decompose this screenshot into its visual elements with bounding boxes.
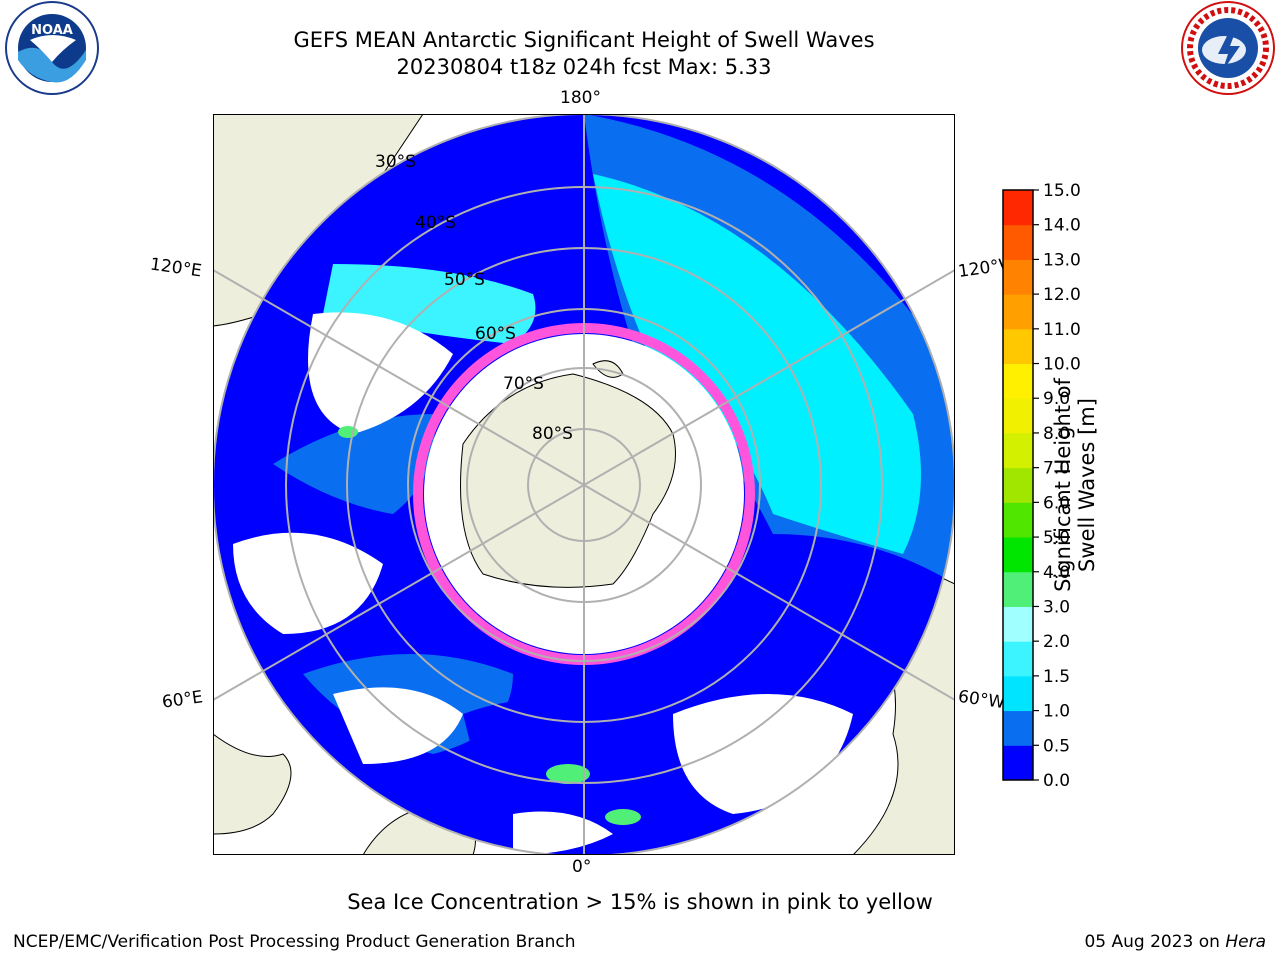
colorbar-tick-label: 7.0 [1043, 459, 1070, 479]
latitude-label-50s: 50°S [444, 270, 485, 290]
meridian-label-120e: 120°E [148, 254, 203, 282]
colorbar-swatch [1003, 190, 1033, 226]
colorbar-swatch [1003, 641, 1033, 677]
footer-credit: NCEP/EMC/Verification Post Processing Pr… [13, 932, 576, 952]
nws-logo [1181, 1, 1275, 95]
colorbar-tick-label: 12.0 [1043, 285, 1081, 305]
colorbar-tick-label: 10.0 [1043, 355, 1081, 375]
colorbar-tick-label: 2.0 [1043, 632, 1070, 652]
colorbar-tick-label: 1.0 [1043, 702, 1070, 722]
meridian-label-60e: 60°E [160, 687, 205, 713]
colorbar-swatch [1003, 363, 1033, 399]
colorbar-tick-label: 4.0 [1043, 563, 1070, 583]
colorbar-tick-label: 8.0 [1043, 424, 1070, 444]
colorbar-tick-label: 5.0 [1043, 528, 1070, 548]
colorbar: 0.0 0.5 1.0 1.5 2.0 3.0 4.0 5.0 6.0 7.0 8.0 9.0 10.0… [1002, 181, 1081, 790]
colorbar-title: Significant Height of Swell Waves [m] [1051, 378, 1099, 592]
latitude-label-30s: 30°S [375, 152, 416, 172]
colorbar-tick-label: 0.5 [1043, 736, 1070, 756]
land-africa [213, 733, 292, 835]
colorbar-swatch [1003, 398, 1033, 434]
colorbar-tick-label: 1.5 [1043, 667, 1070, 687]
meridian-gridlines [213, 114, 955, 855]
latitude-label-70s: 70°S [503, 374, 544, 394]
colorbar-tick-label: 0.0 [1043, 771, 1070, 790]
antarctic-map [213, 114, 955, 855]
colorbar-tick-label: 9.0 [1043, 389, 1070, 409]
colorbar-tick-label: 3.0 [1043, 597, 1070, 617]
latitude-label-40s: 40°S [415, 213, 456, 233]
latitude-label-80s: 80°S [532, 424, 573, 444]
colorbar-tick-label: 14.0 [1043, 216, 1081, 236]
colorbar-swatch [1003, 467, 1033, 503]
colorbar-swatch [1003, 571, 1033, 607]
latitude-label-60s: 60°S [475, 324, 516, 344]
colorbar-swatch [1003, 328, 1033, 365]
colorbar-swatch [1003, 675, 1033, 712]
colorbar-swatch [1003, 710, 1033, 746]
map-subtitle: 20230804 t18z 024h fcst Max: 5.33 [396, 55, 772, 79]
noaa-logo: NOAA [5, 1, 99, 95]
colorbar-tick-label: 6.0 [1043, 493, 1070, 513]
map-title: GEFS MEAN Antarctic Significant Height o… [293, 28, 875, 52]
svg-text:NOAA: NOAA [31, 23, 73, 38]
colorbar-swatch [1003, 224, 1033, 260]
colorbar-swatch [1003, 745, 1033, 781]
meridian-label-180: 180° [560, 88, 601, 108]
colorbar-tick-label: 15.0 [1043, 181, 1081, 201]
sea-ice-note: Sea Ice Concentration > 15% is shown in … [347, 890, 933, 914]
colorbar-tick-label: 11.0 [1043, 320, 1081, 340]
meridian-label-0: 0° [572, 857, 592, 877]
colorbar-swatch [1003, 502, 1033, 538]
footer-date-text: 05 Aug 2023 on [1084, 932, 1226, 952]
colorbar-swatch [1003, 259, 1033, 295]
land-antarctica [460, 373, 676, 588]
footer-date: 05 Aug 2023 on Hera [1084, 932, 1266, 952]
colorbar-swatch [1003, 432, 1033, 469]
colorbar-tick-label: 13.0 [1043, 250, 1081, 270]
colorbar-swatch [1003, 294, 1033, 330]
footer-machine: Hera [1225, 932, 1266, 952]
colorbar-swatch [1003, 606, 1033, 642]
colorbar-swatch [1003, 537, 1033, 573]
